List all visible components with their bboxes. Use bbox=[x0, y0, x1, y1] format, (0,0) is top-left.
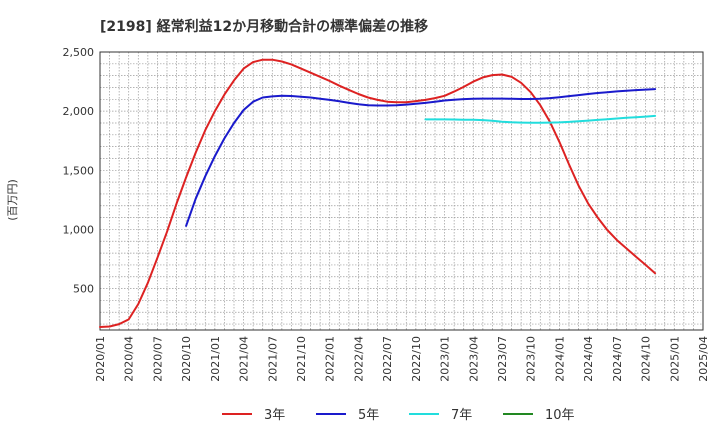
y-axis-label: (百万円) bbox=[6, 179, 19, 221]
series-line-7年 bbox=[424, 114, 657, 124]
y-tick-label: 500 bbox=[73, 283, 94, 296]
grid bbox=[100, 52, 703, 330]
x-tick-label: 2025/01 bbox=[668, 336, 681, 382]
x-tick-label: 2020/04 bbox=[123, 336, 136, 382]
y-tick-label: 2,000 bbox=[63, 105, 95, 118]
legend-label-10年: 10年 bbox=[545, 408, 575, 423]
x-tick-label: 2020/10 bbox=[180, 336, 193, 382]
legend: 3年 5年 7年 10年 bbox=[222, 408, 575, 423]
x-tick-label: 2020/07 bbox=[151, 336, 164, 382]
x-tick-label: 2024/07 bbox=[611, 336, 624, 382]
x-tick-label: 2022/07 bbox=[381, 336, 394, 382]
x-tick-label: 2021/07 bbox=[266, 336, 279, 382]
series-line-5年 bbox=[185, 88, 657, 227]
legend-label-5年: 5年 bbox=[358, 408, 379, 423]
legend-label-3年: 3年 bbox=[264, 408, 285, 423]
series-group bbox=[99, 58, 657, 328]
x-tick-label: 2021/04 bbox=[238, 336, 251, 382]
x-tick-label: 2024/04 bbox=[582, 336, 595, 382]
x-tick-label: 2023/01 bbox=[439, 336, 452, 382]
y-tick-label: 2,500 bbox=[63, 46, 95, 59]
plot-area bbox=[99, 51, 704, 331]
y-tick-label: 1,500 bbox=[63, 164, 95, 177]
x-tick-label: 2023/10 bbox=[525, 336, 538, 382]
y-axis: 500 1,000 1,500 2,000 2,500 bbox=[63, 46, 95, 296]
x-tick-label: 2023/04 bbox=[467, 336, 480, 382]
x-tick-label: 2023/07 bbox=[496, 336, 509, 382]
x-tick-label: 2021/10 bbox=[295, 336, 308, 382]
x-axis: 2020/01 2020/04 2020/07 2020/10 2021/01 2021/… bbox=[94, 336, 710, 382]
x-tick-label: 2022/01 bbox=[324, 336, 337, 382]
x-tick-label: 2025/04 bbox=[697, 336, 710, 382]
x-tick-label: 2021/01 bbox=[209, 336, 222, 382]
x-tick-label: 2022/04 bbox=[352, 336, 365, 382]
x-tick-label: 2024/01 bbox=[553, 336, 566, 382]
x-tick-label: 2022/10 bbox=[410, 336, 423, 382]
x-tick-label: 2020/01 bbox=[94, 336, 107, 382]
y-tick-label: 1,000 bbox=[63, 223, 95, 236]
x-tick-label: 2024/10 bbox=[640, 336, 653, 382]
series-line-3年 bbox=[99, 58, 657, 328]
legend-label-7年: 7年 bbox=[451, 408, 472, 423]
chart-title: [2198] 経常利益12か月移動合計の標準偏差の推移 bbox=[100, 18, 428, 35]
